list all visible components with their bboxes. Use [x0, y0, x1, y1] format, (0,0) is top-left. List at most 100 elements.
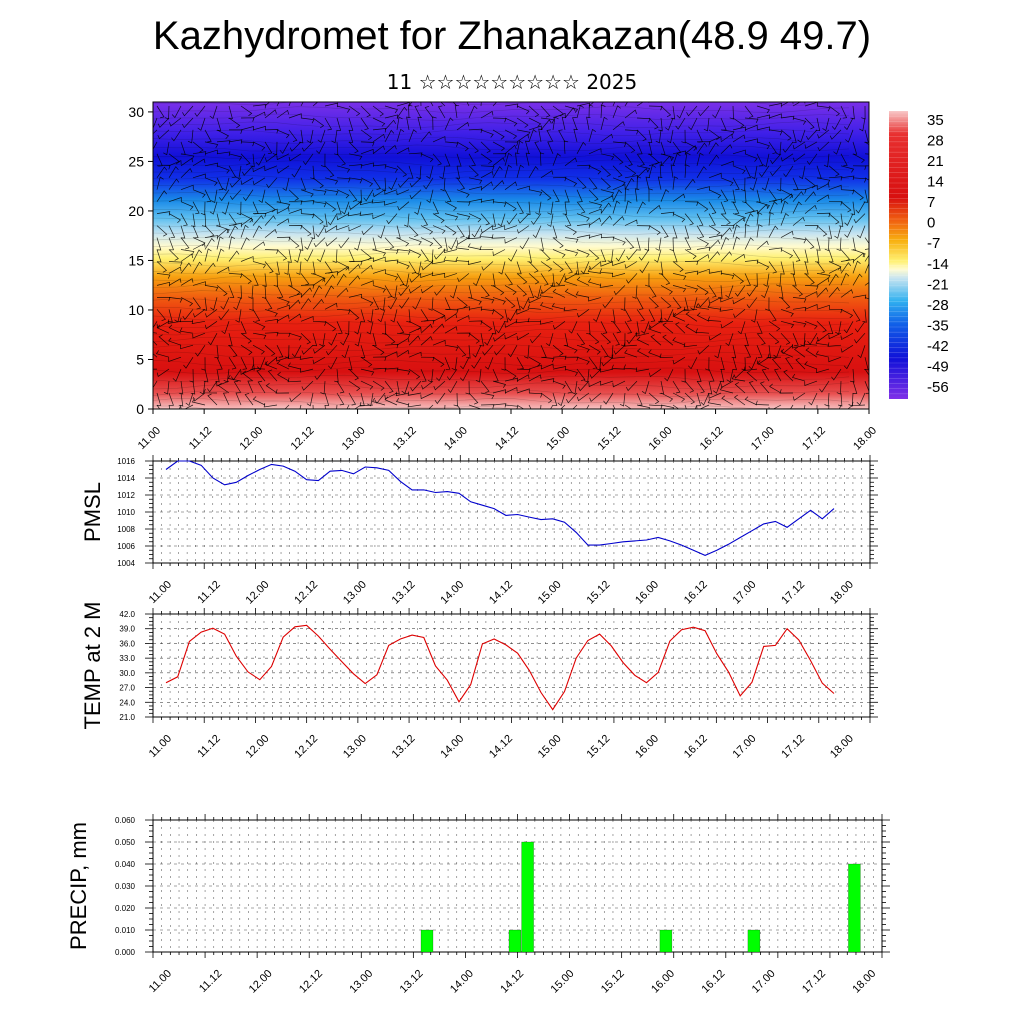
wind-barb	[519, 237, 530, 250]
wind-barb	[828, 165, 840, 177]
wind-barb	[492, 180, 505, 190]
wind-barb	[306, 392, 314, 407]
wind-barb	[840, 258, 855, 264]
wind-barb	[172, 368, 182, 382]
wind-barb	[600, 195, 614, 203]
wind-barb	[589, 392, 602, 402]
wind-barb	[756, 204, 769, 214]
wind-barb	[783, 165, 794, 178]
wind-barb	[410, 380, 422, 392]
wind-barb	[180, 344, 194, 350]
wind-barb	[360, 200, 374, 206]
wind-barb	[468, 332, 480, 344]
wind-barb	[684, 285, 699, 293]
wind-barb	[816, 237, 821, 251]
wind-barb	[371, 397, 386, 406]
wind-barb	[568, 321, 578, 334]
wind-barb	[648, 404, 663, 409]
wind-barb	[764, 297, 770, 311]
wind-barb	[248, 285, 254, 299]
wind-barb	[336, 105, 351, 113]
wind-barb	[516, 388, 530, 394]
wind-barb	[641, 321, 650, 334]
wind-barb	[732, 236, 741, 250]
wind-barb	[540, 392, 553, 404]
wind-barb	[408, 368, 421, 380]
wind-barb	[300, 189, 314, 198]
wind-barb	[336, 273, 347, 286]
wind-barb	[624, 165, 637, 176]
wind-barb	[588, 249, 600, 261]
wind-barb	[708, 172, 722, 179]
wind-barb	[552, 112, 566, 119]
wind-barb	[696, 201, 709, 212]
wind-barb	[816, 183, 830, 191]
wind-barb	[264, 109, 277, 119]
wind-barb	[348, 309, 360, 321]
wind-barb	[859, 117, 866, 132]
wind-barb	[768, 332, 780, 345]
wind-barb	[552, 153, 561, 166]
wind-barb	[516, 140, 524, 154]
y-tick-label: 36.0	[119, 639, 135, 648]
wind-barb	[654, 249, 662, 263]
wind-barb	[192, 297, 202, 310]
wind-barb	[563, 333, 569, 347]
wind-barb	[576, 356, 590, 365]
wind-barb	[324, 117, 333, 131]
wind-barb	[516, 261, 522, 275]
wind-barb	[424, 105, 434, 119]
wind-barb	[168, 249, 179, 261]
wind-barb	[242, 370, 254, 382]
wind-barb	[816, 273, 831, 280]
wind-barb	[816, 194, 830, 202]
wind-barb	[310, 225, 316, 239]
x-tick-label: 13.00	[347, 968, 375, 996]
wind-barb	[672, 261, 684, 273]
wind-barb	[357, 189, 362, 204]
x-tick-label: 11.00	[147, 733, 174, 760]
wind-barb	[768, 309, 777, 322]
wind-barb	[171, 129, 182, 142]
wind-barb	[600, 249, 607, 263]
wind-barb	[288, 225, 303, 230]
wind-barb	[336, 225, 350, 231]
wind-barb	[708, 142, 719, 154]
wind-barb	[320, 153, 326, 168]
wind-barb	[732, 134, 746, 143]
wind-barb	[456, 177, 466, 190]
wind-barb	[756, 332, 766, 346]
wind-barb	[782, 141, 794, 153]
wind-barb	[377, 309, 386, 323]
wind-barb	[178, 381, 184, 395]
wind-barb	[828, 105, 840, 117]
wind-barb	[732, 117, 745, 128]
wind-barb	[291, 345, 302, 358]
wind-barb	[324, 225, 338, 233]
wind-barb	[612, 216, 625, 226]
wind-barb	[756, 153, 764, 167]
wind-barb	[386, 213, 398, 225]
wind-barb	[696, 392, 702, 406]
wind-barb	[707, 316, 722, 322]
wind-barb	[396, 249, 411, 255]
wind-barb	[250, 153, 255, 168]
wind-barb	[276, 314, 290, 322]
wind-barb	[252, 344, 265, 355]
wind-barb	[347, 211, 362, 217]
contour-line	[153, 113, 850, 121]
wind-barb	[276, 297, 290, 306]
wind-barb	[291, 165, 302, 178]
wind-barb	[204, 235, 219, 240]
wind-barb	[156, 368, 170, 377]
x-tick-label: 13.00	[341, 733, 369, 761]
wind-barb	[233, 380, 242, 394]
wind-barb	[516, 297, 521, 311]
wind-barb	[600, 165, 612, 177]
wind-barb	[564, 261, 573, 274]
wind-barb	[600, 177, 611, 189]
wind-barb	[732, 177, 740, 191]
wind-barb	[324, 285, 335, 298]
wind-barb	[540, 363, 554, 370]
wind-barb	[168, 392, 174, 406]
